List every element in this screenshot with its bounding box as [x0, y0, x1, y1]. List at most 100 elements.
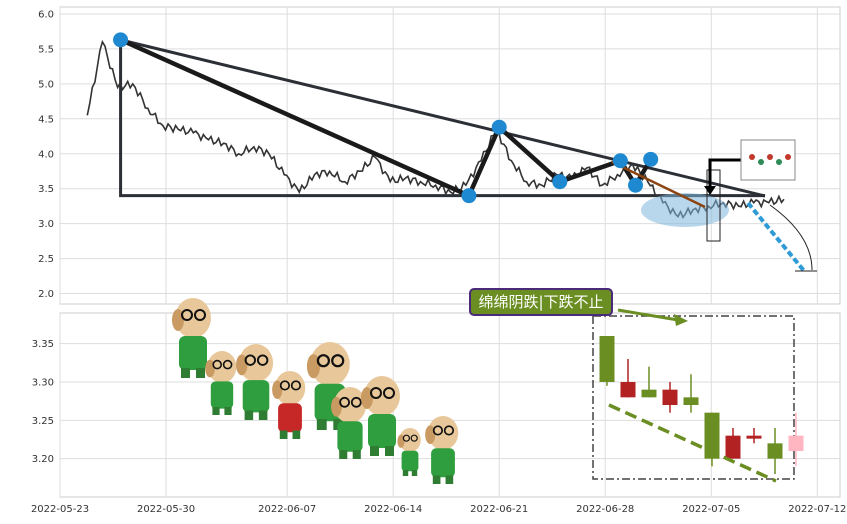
- dog-glasses-right: [331, 354, 345, 368]
- x-tick: 2022-07-05: [682, 504, 740, 515]
- dog-leg: [244, 410, 254, 420]
- dog-leg: [212, 407, 220, 415]
- candle-body: [641, 389, 657, 398]
- x-tick: 2022-05-30: [137, 504, 195, 515]
- annotation-text: 绵绵阴跌|下跌不止: [478, 293, 603, 311]
- dog-leg: [432, 475, 441, 484]
- dog-glasses-right: [410, 434, 418, 442]
- candle-selection-box: [592, 315, 795, 480]
- candle-body: [662, 389, 678, 405]
- pivot-point: [628, 177, 644, 193]
- dog-glasses-left: [339, 396, 350, 408]
- dog-figure: [172, 298, 211, 378]
- upper-frame: [59, 6, 841, 305]
- dog-figure: [236, 344, 274, 420]
- pivot-point: [113, 32, 129, 48]
- dog-ear: [172, 309, 184, 331]
- dog-figure: [331, 387, 367, 459]
- price-panel: 2.0 2.5 3.0 3.5 4.0 4.5 5.0 5.5 6.0: [38, 6, 841, 305]
- dog-head: [310, 342, 350, 386]
- candle-body: [683, 397, 699, 405]
- dog-overalls: [401, 450, 419, 472]
- dog-leg: [339, 450, 348, 459]
- pivot-point: [643, 151, 659, 167]
- candle-body: [704, 412, 720, 459]
- dog-glasses-right: [290, 380, 302, 391]
- upper-y-tick: 2.5: [38, 254, 54, 265]
- dog-head: [427, 416, 459, 450]
- upper-y-tick: 3.0: [38, 219, 54, 230]
- dog-overalls: [431, 448, 455, 478]
- dog-glasses-right: [443, 425, 455, 436]
- dog-figure: [425, 416, 459, 484]
- candle-body: [599, 336, 615, 382]
- decline-arrow-line: [611, 160, 706, 209]
- dog-leg: [370, 446, 379, 456]
- x-tick: 2022-06-21: [470, 504, 528, 515]
- candle-body: [788, 435, 804, 451]
- dog-ear: [272, 380, 283, 400]
- x-tick: 2022-05-23: [31, 504, 89, 515]
- dog-ear: [306, 354, 321, 379]
- resistance-trendline: [120, 38, 766, 198]
- dog-leg: [181, 368, 190, 378]
- projection-arc: [769, 204, 813, 271]
- mini-figure: [767, 154, 773, 160]
- marker-box: [706, 169, 721, 242]
- dog-glasses-right: [350, 396, 362, 408]
- dog-head: [364, 376, 400, 416]
- dog-leg: [258, 410, 268, 420]
- dog-glasses-left: [370, 387, 382, 399]
- annotation-pointer: [617, 308, 679, 322]
- upper-y-tick: 4.0: [38, 149, 54, 160]
- lower-y-tick: 3.35: [32, 339, 54, 350]
- dog-glasses-left: [402, 434, 410, 442]
- dog-leg: [196, 368, 205, 378]
- pivot-point: [552, 174, 568, 190]
- dog-ear: [425, 425, 436, 445]
- dog-figure: [205, 351, 237, 415]
- dog-ear: [361, 387, 373, 409]
- candle-body: [620, 382, 636, 398]
- projection-arrow: [746, 201, 807, 274]
- upper-y-tick: 5.5: [38, 44, 54, 55]
- overlay-layer: 绵绵阴跌|下跌不止: [172, 288, 688, 484]
- dog-overalls: [210, 381, 234, 409]
- x-tick: 2022-06-14: [364, 504, 422, 515]
- dog-leg: [316, 419, 327, 430]
- dog-ear: [397, 434, 405, 448]
- pointer-arrowhead: [704, 186, 716, 195]
- pivot-point: [612, 153, 628, 169]
- dog-glasses-left: [244, 354, 256, 366]
- dog-glasses-left: [316, 354, 330, 368]
- mini-image-box: [740, 139, 796, 181]
- mini-figure: [758, 159, 764, 165]
- dog-head: [238, 344, 274, 382]
- x-tick: 2022-06-07: [258, 504, 316, 515]
- dog-leg: [402, 470, 409, 476]
- candle-body: [746, 435, 762, 439]
- price-line: [86, 39, 785, 220]
- x-tick: 2022-07-12: [788, 504, 846, 515]
- upper-y-tick: 5.0: [38, 79, 54, 90]
- upper-y-tick: 4.5: [38, 114, 54, 125]
- mini-figure: [749, 154, 755, 160]
- x-axis: 2022-05-23 2022-05-30 2022-06-07 2022-06-14…: [31, 504, 846, 515]
- lower-y-tick: 3.25: [32, 416, 54, 427]
- candle-body: [767, 443, 783, 459]
- dog-glasses-right: [194, 309, 206, 321]
- dog-overalls: [242, 380, 270, 413]
- lower-y-tick: 3.20: [32, 454, 54, 465]
- mini-figure: [785, 154, 791, 160]
- downtrend-dashed: [608, 403, 777, 483]
- upper-y-tick: 3.5: [38, 184, 54, 195]
- dog-glasses-left: [432, 425, 443, 436]
- dog-glasses-left: [279, 380, 290, 391]
- support-line: [119, 39, 765, 198]
- dog-overalls: [337, 421, 363, 452]
- dog-leg: [411, 470, 418, 476]
- annotation-arrowhead: [674, 314, 688, 326]
- dog-leg: [292, 430, 301, 439]
- lower-y-tick: 3.30: [32, 378, 54, 389]
